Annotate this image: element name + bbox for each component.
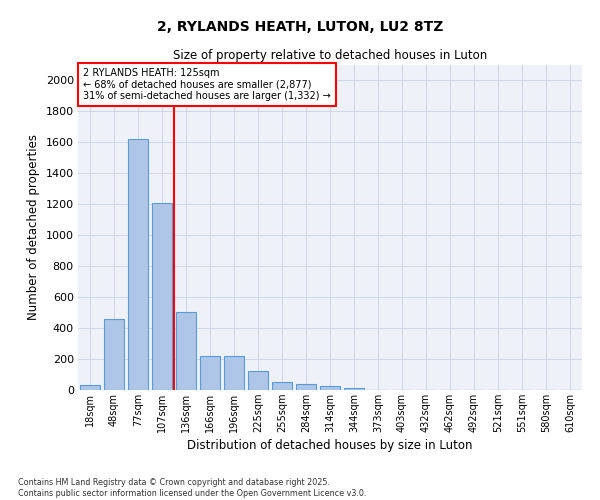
Title: Size of property relative to detached houses in Luton: Size of property relative to detached ho… xyxy=(173,50,487,62)
Bar xyxy=(128,140,148,390)
Bar xyxy=(80,384,100,390)
Bar xyxy=(296,384,316,390)
Bar xyxy=(320,386,340,390)
Text: 2, RYLANDS HEATH, LUTON, LU2 8TZ: 2, RYLANDS HEATH, LUTON, LU2 8TZ xyxy=(157,20,443,34)
Bar xyxy=(272,382,292,390)
Bar xyxy=(344,388,364,390)
Bar xyxy=(104,319,124,390)
Bar xyxy=(224,356,244,390)
Bar xyxy=(248,370,268,390)
Text: Contains HM Land Registry data © Crown copyright and database right 2025.
Contai: Contains HM Land Registry data © Crown c… xyxy=(18,478,367,498)
X-axis label: Distribution of detached houses by size in Luton: Distribution of detached houses by size … xyxy=(187,439,473,452)
Bar xyxy=(176,312,196,390)
Bar xyxy=(152,202,172,390)
Text: 2 RYLANDS HEATH: 125sqm
← 68% of detached houses are smaller (2,877)
31% of semi: 2 RYLANDS HEATH: 125sqm ← 68% of detache… xyxy=(83,68,331,102)
Y-axis label: Number of detached properties: Number of detached properties xyxy=(27,134,40,320)
Bar xyxy=(200,356,220,390)
